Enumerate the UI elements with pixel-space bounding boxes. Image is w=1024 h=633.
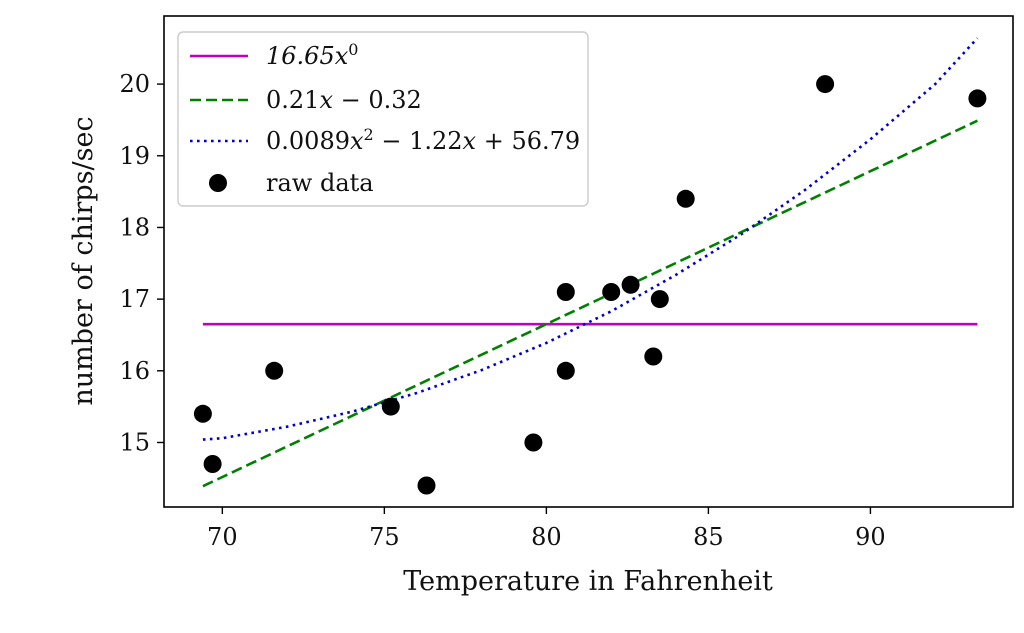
y-axis-label: number of chirps/sec	[68, 116, 99, 405]
raw-data-point	[524, 433, 543, 452]
legend-box	[177, 31, 589, 207]
x-tick-label: 80	[531, 523, 562, 551]
legend-entry-quadratic-fit: 0.0089x2 − 1.22x + 56.79	[190, 125, 580, 155]
legend-entry-linear-fit: 0.21x − 0.32	[190, 86, 422, 114]
raw-data-point	[602, 283, 621, 301]
legend-label-quadratic-fit: 0.0089x2 − 1.22x + 56.79	[266, 125, 580, 155]
legend-label-constant-fit: 16.65x0	[266, 40, 358, 70]
x-tick-label: 75	[369, 523, 400, 551]
raw-data-point	[621, 275, 640, 294]
raw-data-point	[381, 397, 400, 416]
raw-data-point	[676, 189, 695, 208]
x-tick-label: 90	[855, 523, 886, 551]
y-tick-label: 17	[119, 285, 150, 313]
legend-label-raw-data: raw data	[266, 169, 374, 197]
x-tick-label: 85	[693, 523, 724, 551]
legend-label-linear-fit: 0.21x − 0.32	[266, 86, 422, 114]
raw-data-point	[193, 404, 212, 423]
raw-data-point	[417, 476, 436, 495]
series-layer	[193, 37, 987, 495]
y-tick-label: 18	[119, 213, 150, 241]
linear-fit-line	[202, 119, 978, 488]
legend: 16.65x0 0.21x − 0.32 0.0089x2 − 1.22x + …	[177, 31, 589, 207]
y-tick-label: 15	[119, 428, 150, 456]
y-tick-label: 19	[119, 142, 150, 170]
y-tick-label: 20	[119, 70, 150, 98]
raw-data-point	[816, 75, 835, 94]
y-axis-ticks: 15 16 17 18 19 20	[119, 70, 164, 456]
x-axis-ticks: 70 75 80 85 90	[207, 507, 886, 551]
x-axis-label: Temperature in Fahrenheit	[403, 566, 773, 597]
raw-data-point	[556, 361, 575, 380]
raw-data-point	[556, 283, 575, 301]
legend-swatch-raw-data	[209, 174, 227, 192]
x-tick-label: 70	[207, 523, 238, 551]
raw-data-point	[203, 455, 222, 473]
legend-entry-constant-fit: 16.65x0	[190, 40, 358, 70]
quadratic-fit-line	[202, 37, 979, 441]
raw-data-point	[644, 347, 663, 366]
raw-data-point	[265, 361, 284, 380]
legend-entry-raw-data: raw data	[209, 169, 374, 197]
y-tick-label: 16	[119, 357, 150, 385]
raw-data-point	[968, 89, 987, 108]
raw-data-point	[650, 290, 669, 309]
